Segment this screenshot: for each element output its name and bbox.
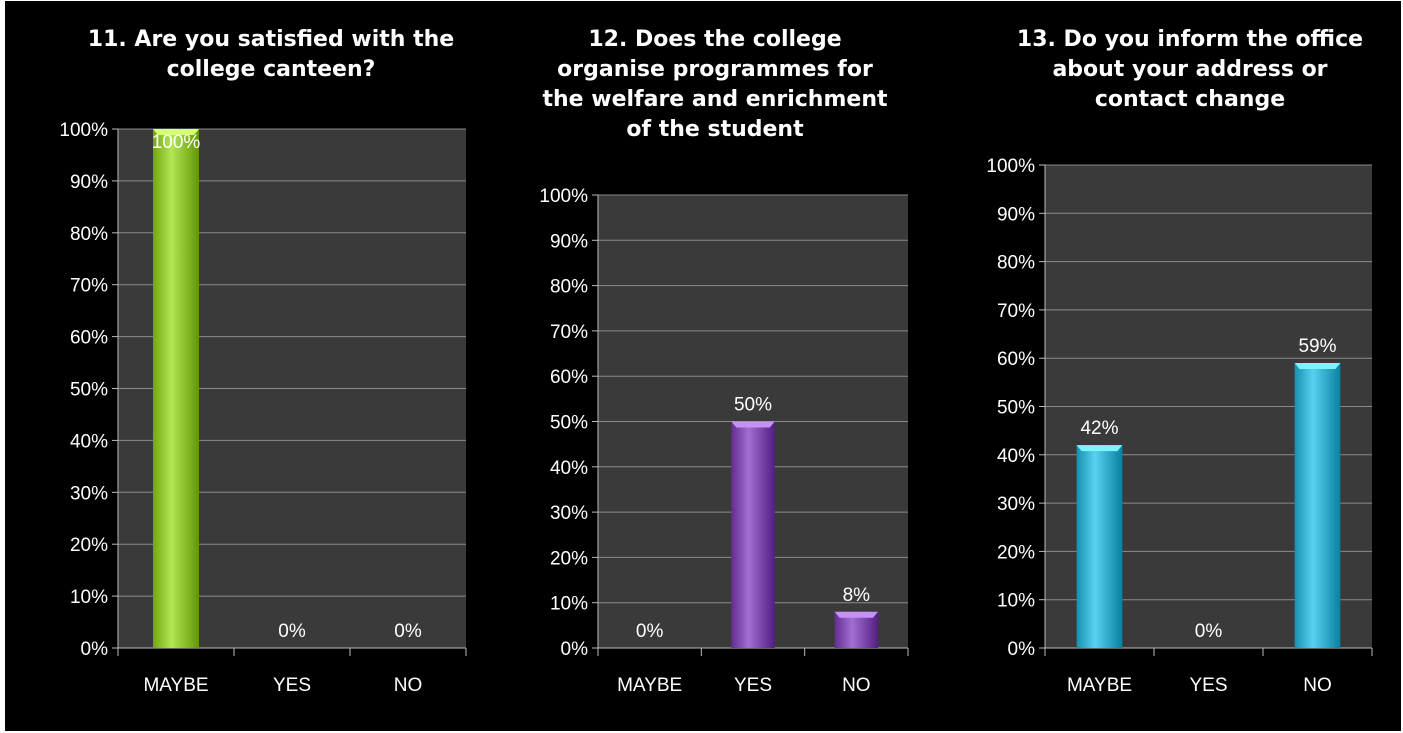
data-label: 8% (843, 585, 871, 606)
y-tick-label: 30% (997, 494, 1035, 515)
y-tick-label: 10% (997, 591, 1035, 612)
chart-panel-2: 0% 10% 20% 30% 40% 50% 60% 70% 80% 90% 100% 0% MAYBE… (539, 27, 909, 696)
data-label: 0% (394, 621, 422, 642)
y-tick-label: 80% (550, 277, 588, 298)
y-tick-label: 10% (70, 587, 108, 608)
category-label: YES (1189, 675, 1227, 696)
bar-cap (1294, 363, 1341, 370)
y-tick-label: 80% (70, 224, 108, 245)
chart-title-line: 11. Are you satisfied with the (88, 27, 454, 52)
category-label: MAYBE (617, 675, 682, 696)
y-tick-label: 100% (59, 120, 108, 141)
y-tick-label: 70% (550, 322, 588, 343)
y-tick-label: 90% (550, 231, 588, 252)
data-label: 50% (734, 395, 772, 416)
data-label: 59% (1298, 336, 1336, 357)
y-tick-label: 10% (550, 594, 588, 615)
category-label: YES (273, 675, 311, 696)
y-tick-label: 20% (70, 535, 108, 556)
category-label: MAYBE (143, 675, 208, 696)
bar-maybe (1076, 445, 1123, 648)
y-tick-label: 20% (550, 548, 588, 569)
y-tick-label: 30% (550, 503, 588, 524)
data-label: 100% (152, 132, 201, 153)
bar-cap (834, 611, 879, 618)
category-label: MAYBE (1067, 675, 1132, 696)
y-tick-label: 90% (997, 204, 1035, 225)
y-tick-label: 0% (81, 639, 109, 660)
chart-panel-1: 0% 10% 20% 30% 40% 50% 60% 70% 80% 90% 100% 100% MAY… (59, 27, 467, 696)
y-tick-label: 80% (997, 253, 1035, 274)
y-tick-label: 40% (997, 446, 1035, 467)
bar-no (834, 611, 879, 648)
y-tick-label: 60% (550, 367, 588, 388)
y-tick-label: 70% (997, 301, 1035, 322)
y-tick-label: 70% (70, 276, 108, 297)
y-tick-label: 30% (70, 483, 108, 504)
y-tick-label: 40% (70, 431, 108, 452)
bar-no (1294, 363, 1341, 648)
y-tick-label: 50% (70, 380, 108, 401)
y-tick-label: 0% (561, 639, 589, 660)
chart-title-line: contact change (1095, 87, 1285, 112)
charts-svg: 0% 10% 20% 30% 40% 50% 60% 70% 80% 90% 100% 100% MAY… (59, 27, 1373, 696)
chart-title-line: about your address or (1052, 57, 1327, 82)
y-tick-label: 40% (550, 458, 588, 479)
y-tick-label: 50% (997, 398, 1035, 419)
data-label: 0% (1195, 621, 1223, 642)
category-label: NO (394, 675, 423, 696)
data-label: 0% (636, 621, 664, 642)
chart-title-line: 12. Does the college (588, 27, 841, 52)
bar-maybe (153, 129, 199, 648)
category-label: YES (734, 675, 772, 696)
chart-frame: 0% 10% 20% 30% 40% 50% 60% 70% 80% 90% 100% 100% MAY… (5, 1, 1401, 731)
bar-cap (731, 421, 775, 428)
chart-title-line: the welfare and enrichment (542, 87, 887, 112)
bar-cap (153, 129, 199, 135)
data-label: 0% (278, 621, 306, 642)
chart-title-line: of the student (626, 117, 804, 142)
chart-title-line: 13. Do you inform the office (1017, 27, 1363, 52)
data-label: 42% (1080, 418, 1118, 439)
chart-title-line: college canteen? (167, 57, 376, 82)
y-tick-label: 0% (1008, 639, 1036, 660)
category-label: NO (1303, 675, 1332, 696)
y-tick-label: 60% (997, 349, 1035, 370)
y-tick-label: 90% (70, 172, 108, 193)
y-tick-label: 60% (70, 328, 108, 349)
y-tick-label: 20% (997, 542, 1035, 563)
bar-cap (1076, 445, 1123, 452)
bar-yes (731, 421, 775, 648)
category-label: NO (842, 675, 871, 696)
y-tick-label: 100% (986, 156, 1035, 177)
chart-title-line: organise programmes for (557, 57, 873, 82)
y-tick-label: 100% (539, 186, 588, 207)
y-tick-label: 50% (550, 413, 588, 434)
chart-panel-3: 0% 10% 20% 30% 40% 50% 60% 70% 80% 90% 100% 42% MAYB… (986, 27, 1373, 696)
